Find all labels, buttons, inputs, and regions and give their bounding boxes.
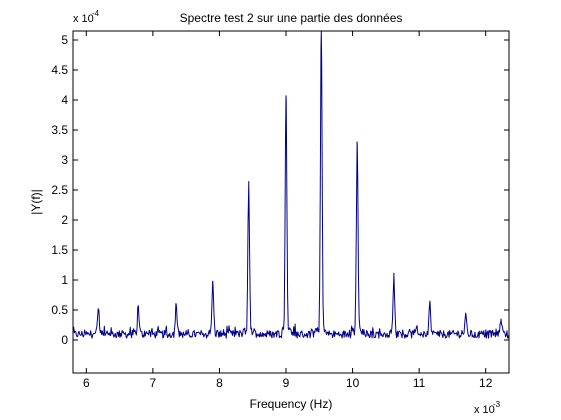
y-exponent-base: x 10 [73,13,94,25]
y-tick-label: 1 [61,273,68,287]
chart-title: Spectre test 2 sur une partie des donnée… [180,11,403,25]
x-tick-label: 12 [479,376,493,390]
x-exponent: x 10 -3 [474,400,501,416]
plot-area [73,31,509,339]
x-exponent-power: -3 [493,400,501,409]
y-tick-label: 2.5 [51,183,68,197]
x-tick-label: 10 [346,376,360,390]
spectrum-line [73,31,509,339]
y-tick-label: 3.5 [51,123,68,137]
y-tick-label: 0.5 [51,303,68,317]
y-tick-label: 4.5 [51,63,68,77]
y-tick-label: 4 [61,93,68,107]
y-tick-label: 0 [61,333,68,347]
x-tick-label: 9 [283,376,290,390]
y-axis: 0 0.5 1 1.5 2 2.5 3 3.5 4 4.5 5 [51,33,509,347]
x-tick-label: 11 [413,376,426,390]
y-tick-label: 3 [61,153,68,167]
y-tick-label: 1.5 [51,243,68,257]
x-tick-label: 8 [216,376,223,390]
y-exponent-power: -4 [92,9,100,18]
x-tick-label: 7 [150,376,157,390]
x-exponent-base: x 10 [474,404,495,416]
axes-background [73,31,509,373]
x-tick-label: 6 [83,376,90,390]
y-exponent: x 10 -4 [73,9,100,25]
axes-frame [72,30,510,374]
y-axis-label: |Y(f)| [29,189,43,215]
x-axis: 6 7 8 9 10 11 12 [83,31,493,390]
x-axis-label: Frequency (Hz) [250,397,333,411]
y-tick-label: 5 [61,33,68,47]
y-tick-label: 2 [61,213,68,227]
